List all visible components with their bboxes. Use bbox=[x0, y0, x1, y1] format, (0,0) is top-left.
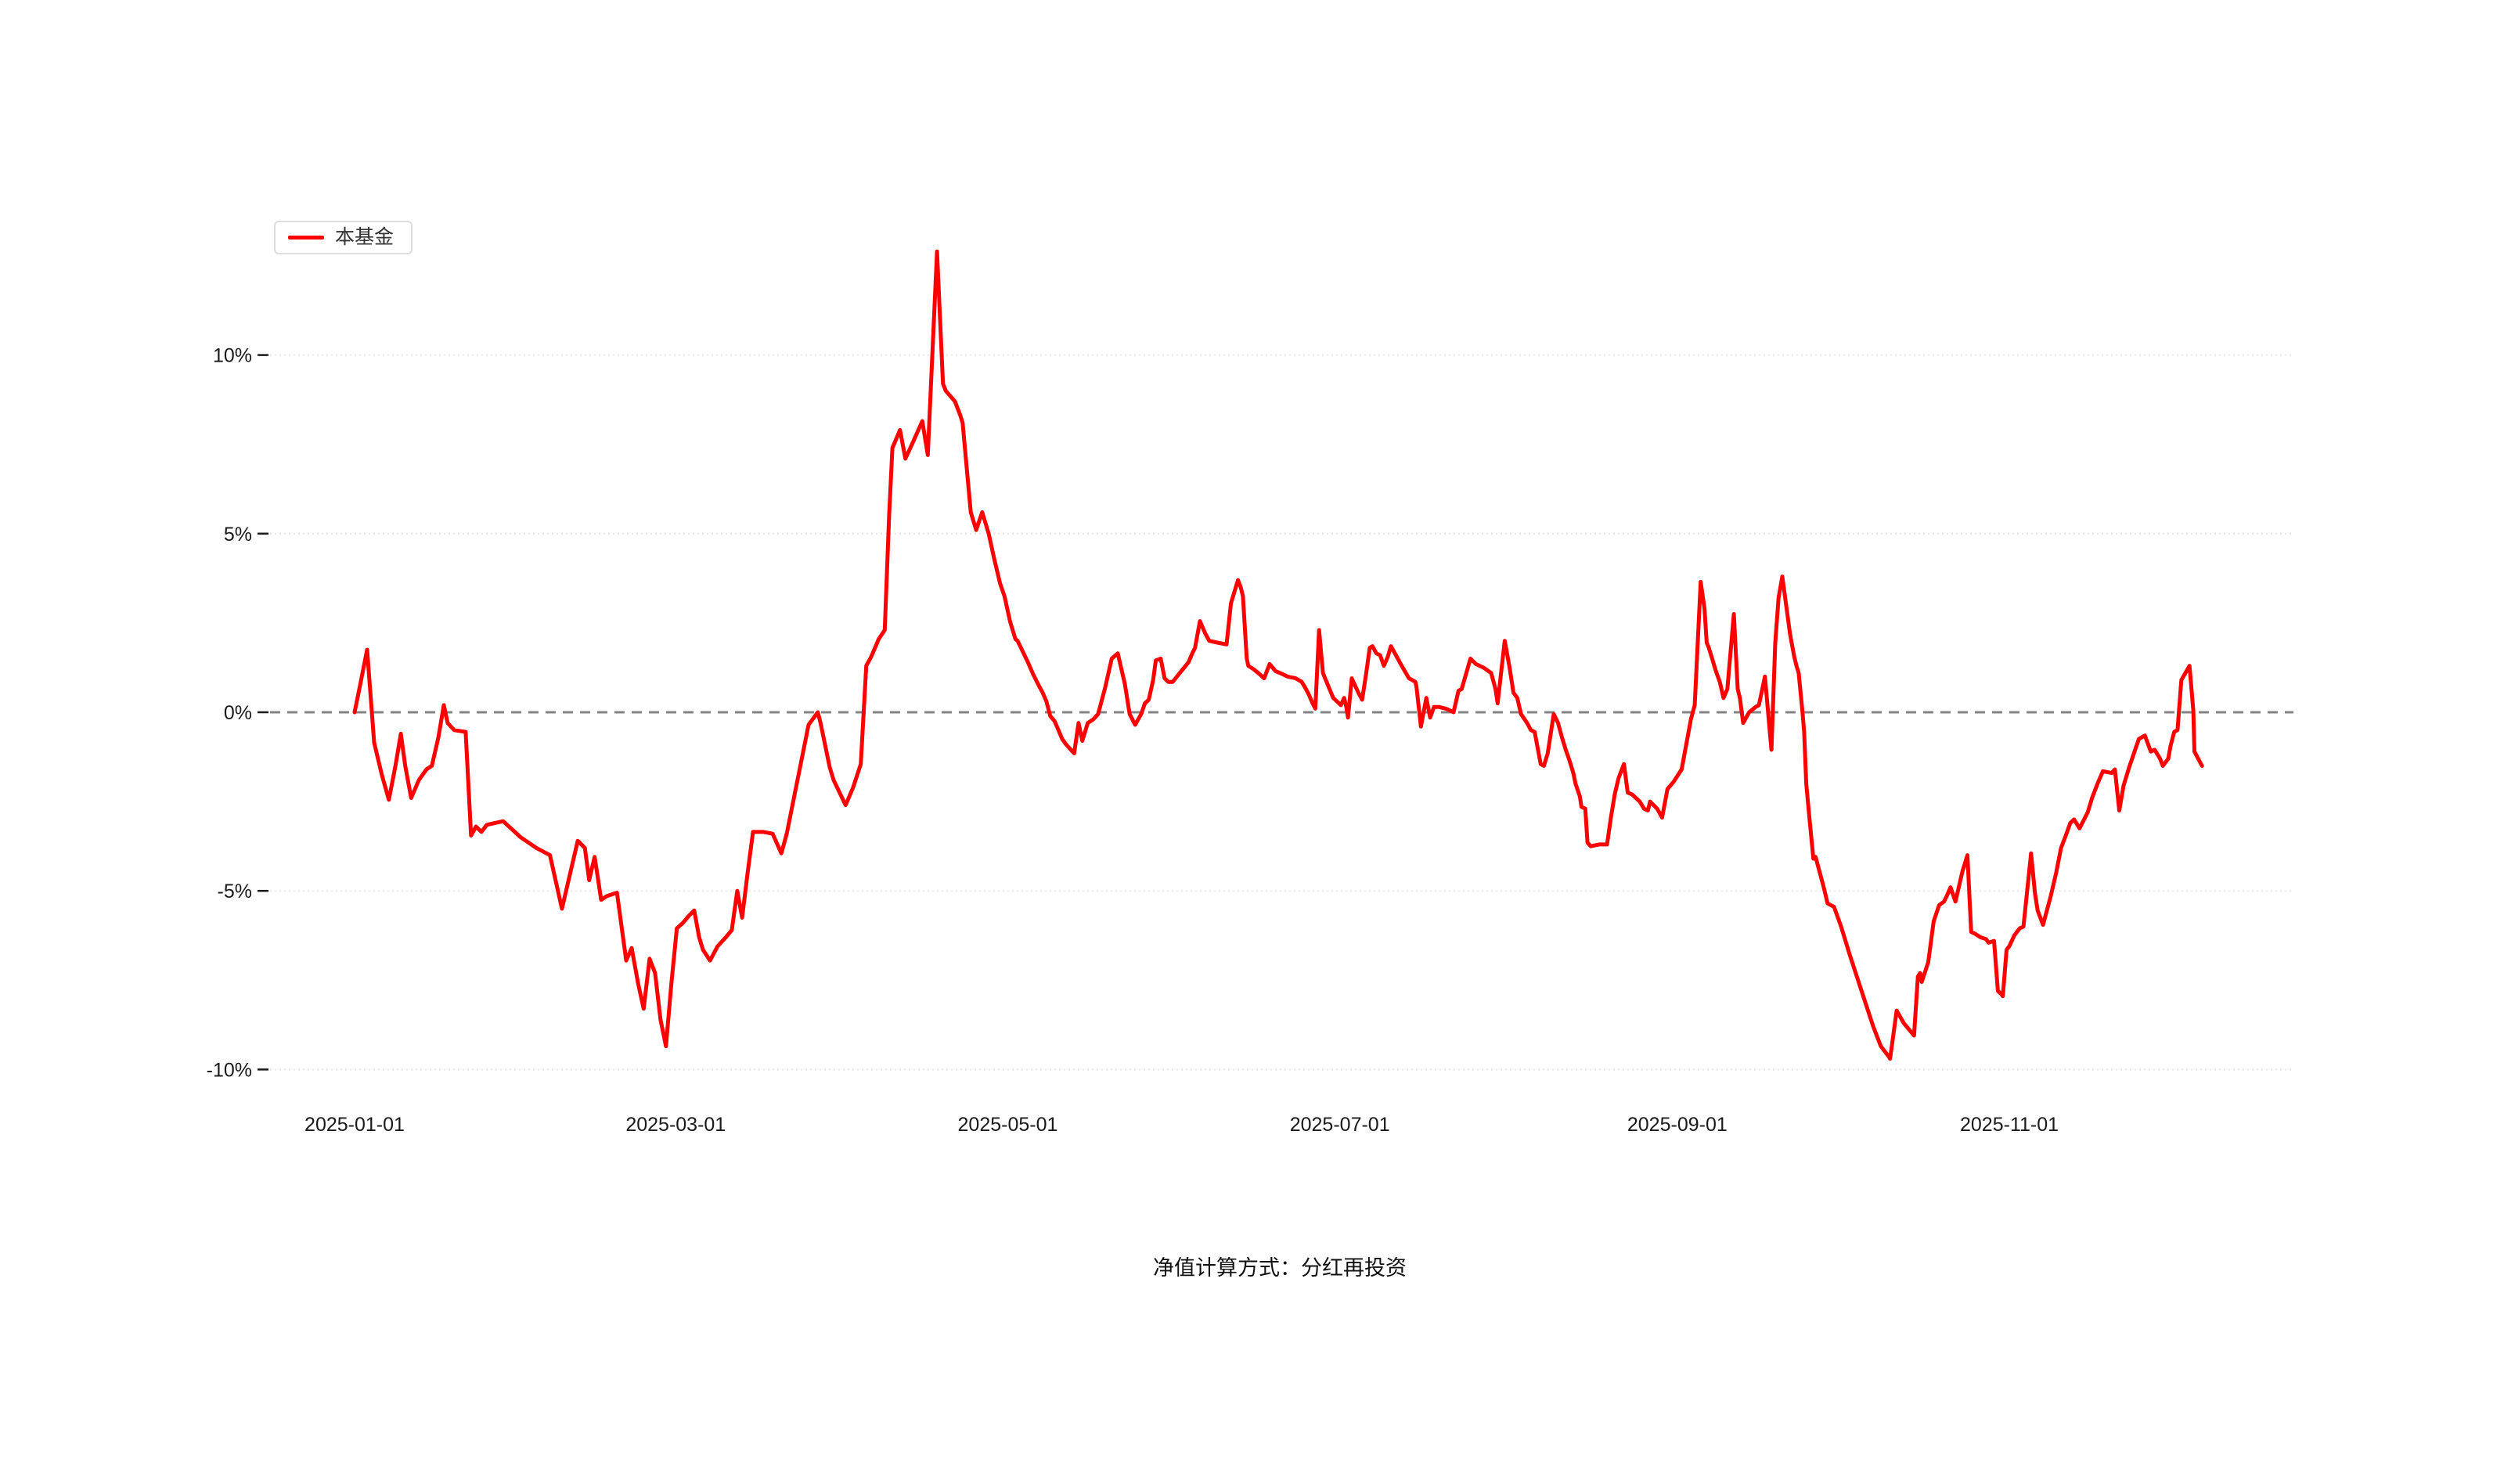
y-axis-label: -10% bbox=[207, 1059, 252, 1081]
fund-series-line bbox=[352, 249, 2204, 1061]
legend[interactable]: 本基金 bbox=[274, 221, 413, 254]
y-axis-label: -5% bbox=[218, 881, 252, 902]
x-axis-label: 2025-01-01 bbox=[304, 1114, 405, 1136]
x-axis-label: 2025-07-01 bbox=[1290, 1114, 1390, 1136]
y-axis-label: 10% bbox=[213, 345, 252, 367]
x-axis-label: 2025-11-01 bbox=[1960, 1114, 2059, 1136]
y-axis-label: 5% bbox=[224, 524, 252, 546]
y-axis-label: 0% bbox=[224, 702, 252, 724]
x-axis-label: 2025-03-01 bbox=[625, 1114, 726, 1136]
nav-calculation-note: 净值计算方式：分红再投资 bbox=[1153, 1256, 1407, 1280]
x-axis-label: 2025-05-01 bbox=[958, 1114, 1058, 1136]
x-axis-label: 2025-09-01 bbox=[1627, 1114, 1728, 1136]
legend-label: 本基金 bbox=[335, 226, 395, 248]
series-line-swatch-icon bbox=[288, 236, 324, 240]
